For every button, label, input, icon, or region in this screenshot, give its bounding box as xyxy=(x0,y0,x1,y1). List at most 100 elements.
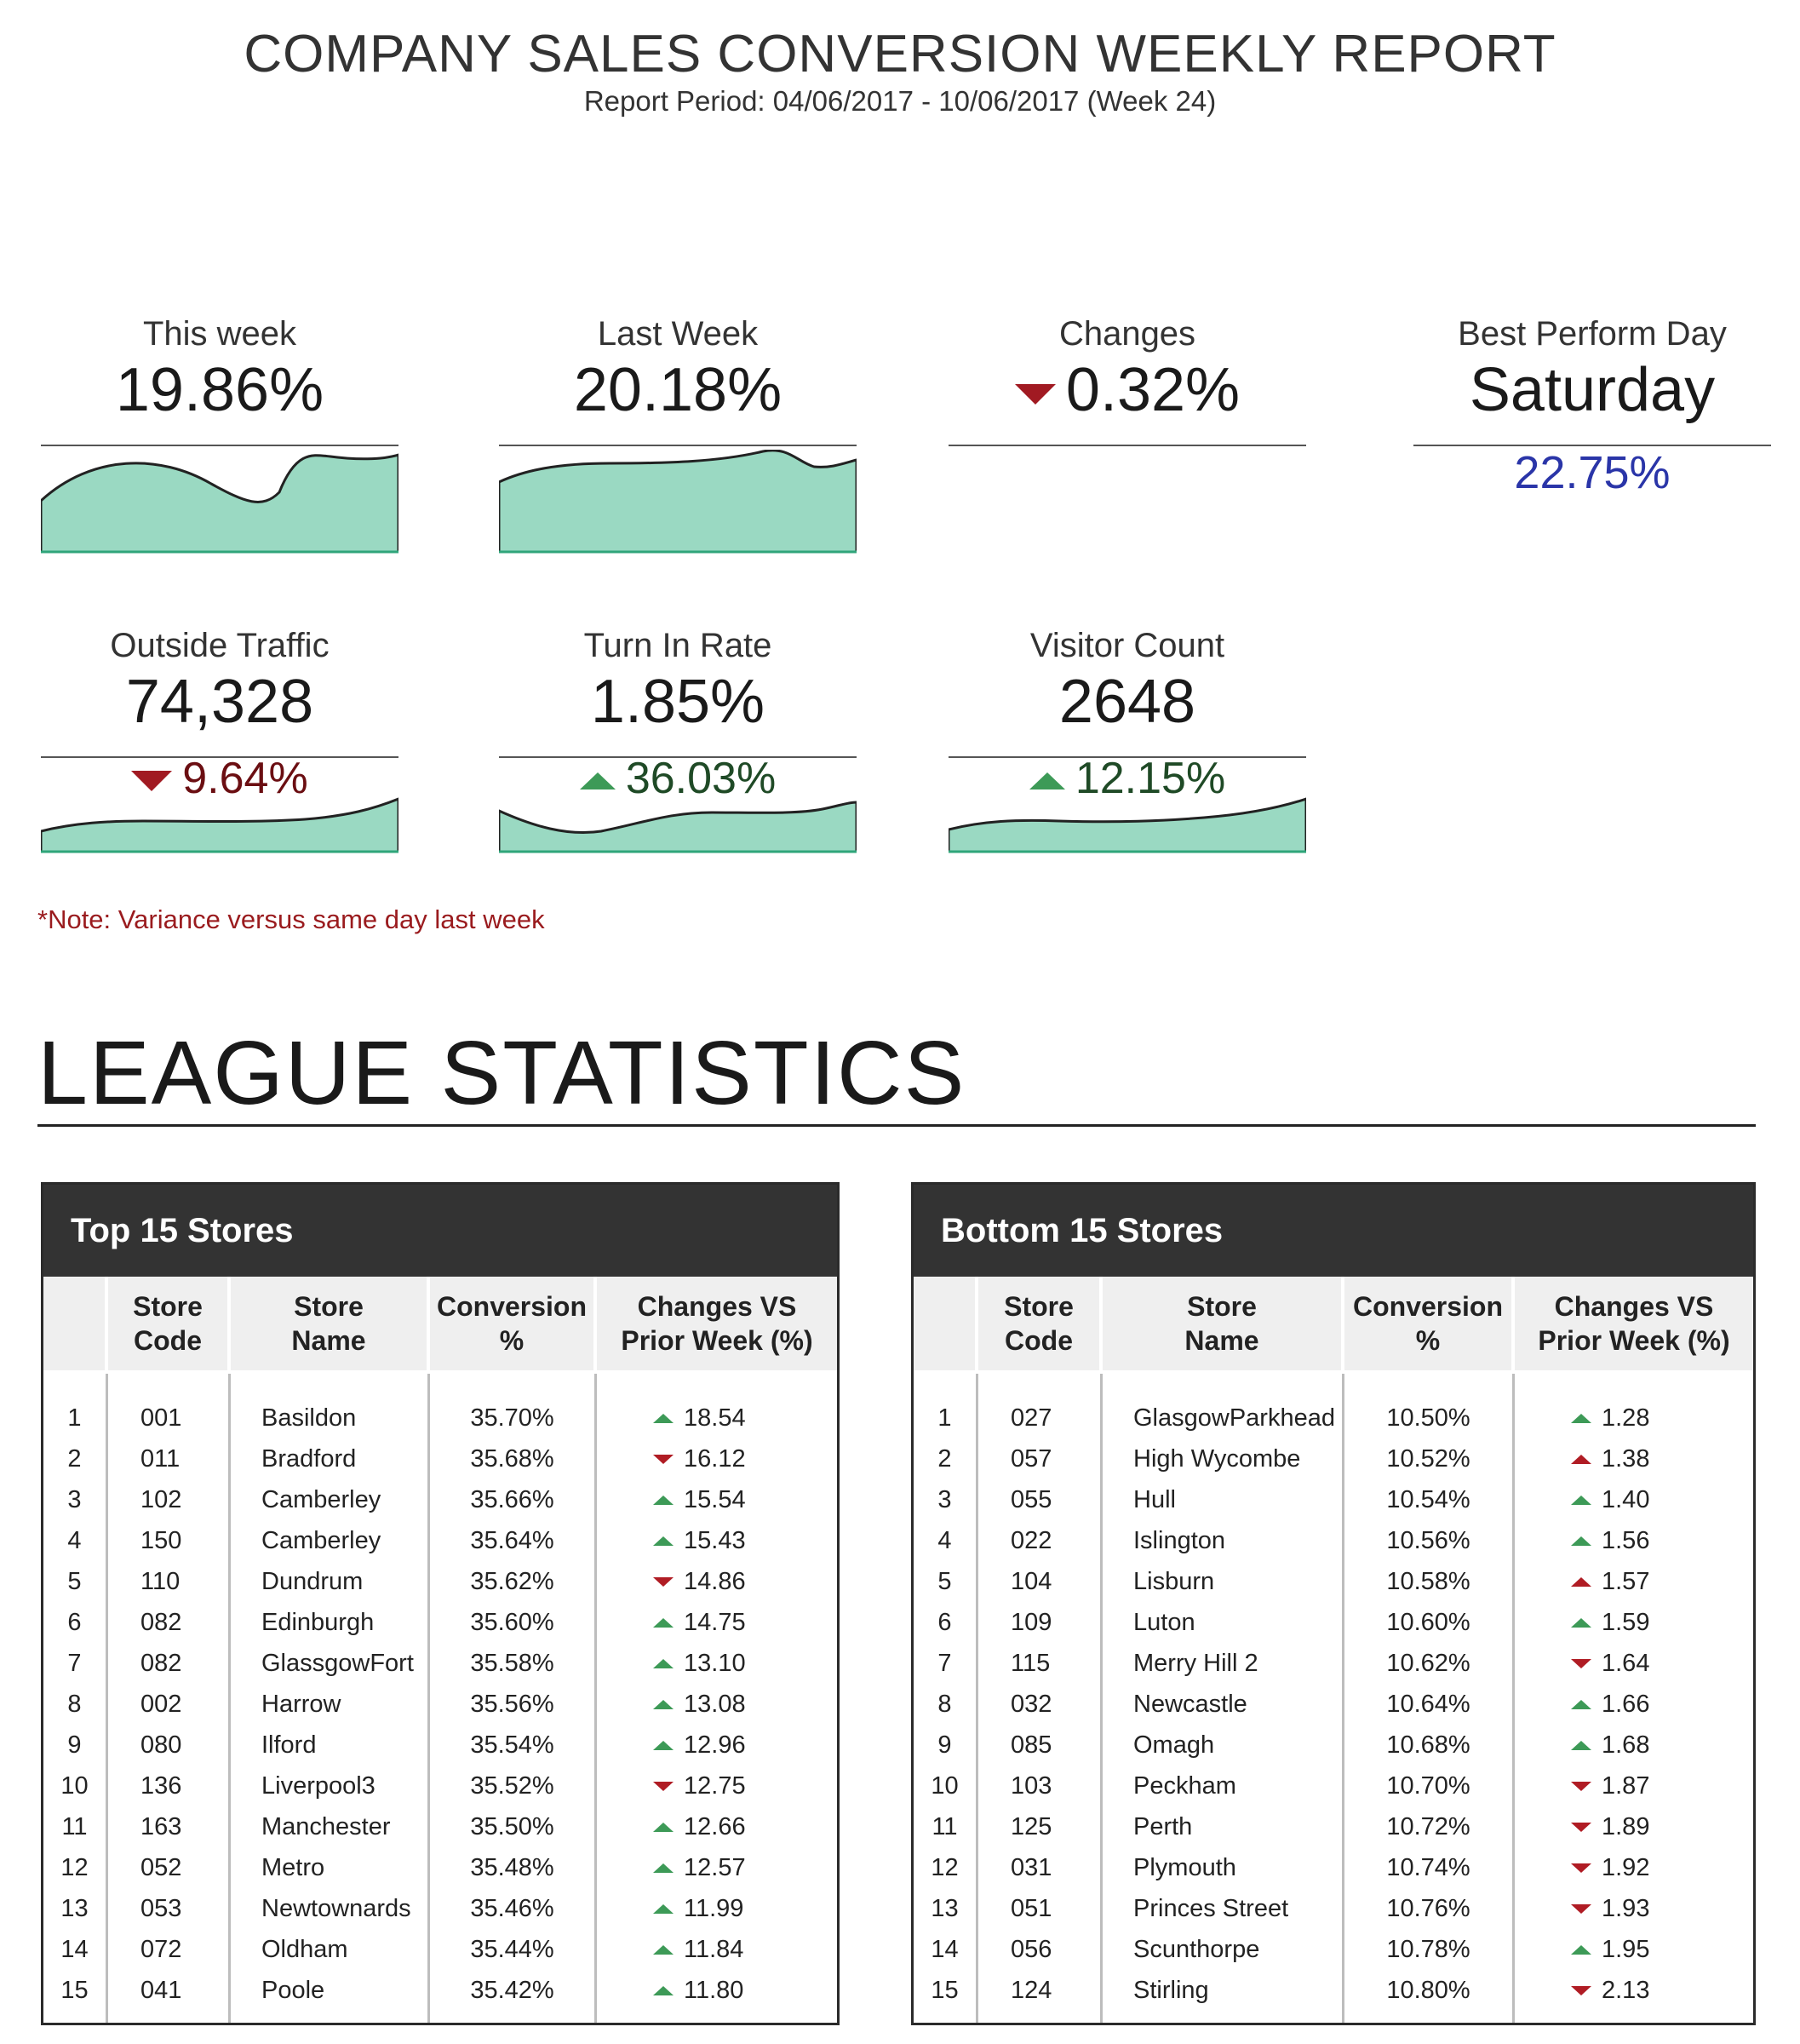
kpi-outside-traffic: Outside Traffic 74,328 9.64% xyxy=(41,625,398,853)
kpi-divider xyxy=(499,756,857,758)
change-cell: 13.08 xyxy=(597,1684,837,1725)
sparkline-turn-in-rate xyxy=(499,801,857,853)
change-value: 12.66 xyxy=(684,1812,746,1840)
change-value: 18.54 xyxy=(684,1404,746,1432)
table-row: 11 125 Perth 10.72% 1.89 xyxy=(914,1806,1753,1847)
variance-note: *Note: Variance versus same day last wee… xyxy=(37,904,545,934)
kpi-value: 0.32% xyxy=(1065,356,1241,424)
rank-cell: 11 xyxy=(43,1806,108,1847)
table-row: 5 104 Lisburn 10.58% 1.57 xyxy=(914,1561,1753,1602)
rank-cell: 5 xyxy=(43,1561,108,1602)
change-cell: 1.93 xyxy=(1515,1888,1753,1929)
store-code-cell: 002 xyxy=(108,1684,231,1725)
store-code-cell: 104 xyxy=(978,1561,1103,1602)
rank-cell: 10 xyxy=(914,1766,978,1806)
conversion-cell: 10.50% xyxy=(1344,1398,1515,1438)
store-code-cell: 022 xyxy=(978,1520,1103,1561)
rank-cell: 13 xyxy=(43,1888,108,1929)
kpi-changes: Changes 0.32% xyxy=(949,313,1306,446)
store-name-cell: Liverpool3 xyxy=(231,1766,430,1806)
change-value: 15.43 xyxy=(684,1526,746,1554)
kpi-divider xyxy=(41,756,398,758)
conversion-cell: 35.42% xyxy=(430,1970,597,2011)
change-value: 14.86 xyxy=(684,1567,746,1595)
up-arrow-icon xyxy=(579,772,616,790)
table-row: 1 001 Basildon 35.70% 18.54 xyxy=(43,1398,837,1438)
up-arrow-icon xyxy=(1029,772,1065,790)
change-cell: 1.95 xyxy=(1515,1929,1753,1970)
up-arrow-icon xyxy=(653,1700,674,1710)
rank-cell: 4 xyxy=(43,1520,108,1561)
conversion-cell: 35.52% xyxy=(430,1766,597,1806)
change-cell: 1.57 xyxy=(1515,1561,1753,1602)
table-row: 12 031 Plymouth 10.74% 1.92 xyxy=(914,1847,1753,1888)
change-cell: 1.59 xyxy=(1515,1602,1753,1643)
conversion-cell: 10.64% xyxy=(1344,1684,1515,1725)
change-value: 12.75 xyxy=(684,1771,746,1800)
change-cell: 1.38 xyxy=(1515,1438,1753,1479)
up-arrow-icon xyxy=(1571,1414,1591,1424)
kpi-divider xyxy=(499,445,857,446)
store-name-cell: Manchester xyxy=(231,1806,430,1847)
rank-cell: 7 xyxy=(914,1643,978,1684)
col-store-code: Store Code xyxy=(108,1277,231,1374)
kpi-value: 1.85% xyxy=(590,668,765,736)
conversion-cell: 35.56% xyxy=(430,1684,597,1725)
store-code-cell: 082 xyxy=(108,1643,231,1684)
variance-value: 9.64% xyxy=(182,754,308,803)
conversion-cell: 35.46% xyxy=(430,1888,597,1929)
change-value: 1.95 xyxy=(1602,1935,1650,1963)
conversion-cell: 10.70% xyxy=(1344,1766,1515,1806)
change-cell: 16.12 xyxy=(597,1438,837,1479)
up-arrow-icon xyxy=(653,1414,674,1424)
change-cell: 15.54 xyxy=(597,1479,837,1520)
store-code-cell: 115 xyxy=(978,1643,1103,1684)
variance-row: 36.03% xyxy=(499,753,857,804)
change-cell: 1.68 xyxy=(1515,1725,1753,1766)
conversion-cell: 10.72% xyxy=(1344,1806,1515,1847)
kpi-divider xyxy=(949,445,1306,446)
down-arrow-icon xyxy=(1571,1863,1591,1874)
down-arrow-icon xyxy=(653,1782,674,1792)
top-stores-body: 1 001 Basildon 35.70% 18.54 2 011 Bradford 35.68… xyxy=(43,1374,837,2023)
up-arrow-icon xyxy=(653,1741,674,1751)
change-cell: 14.86 xyxy=(597,1561,837,1602)
store-code-cell: 056 xyxy=(978,1929,1103,1970)
down-arrow-icon xyxy=(1571,1986,1591,1996)
col-conversion: Conversion% xyxy=(430,1277,597,1374)
change-cell: 13.10 xyxy=(597,1643,837,1684)
conversion-cell: 35.58% xyxy=(430,1643,597,1684)
conversion-cell: 10.58% xyxy=(1344,1561,1515,1602)
up-arrow-icon xyxy=(1571,1945,1591,1955)
store-code-cell: 051 xyxy=(978,1888,1103,1929)
kpi-value: Saturday xyxy=(1469,356,1716,424)
conversion-cell: 35.66% xyxy=(430,1479,597,1520)
conversion-cell: 35.64% xyxy=(430,1520,597,1561)
bottom-stores-table: Store Code Store Name Conversion% Changes … xyxy=(914,1277,1753,2023)
down-arrow-icon xyxy=(1571,1904,1591,1915)
change-cell: 1.64 xyxy=(1515,1643,1753,1684)
change-value: 11.80 xyxy=(684,1976,744,2004)
change-value: 1.28 xyxy=(1602,1404,1650,1432)
change-value: 1.57 xyxy=(1602,1567,1650,1595)
conversion-cell: 10.68% xyxy=(1344,1725,1515,1766)
kpi-value: 20.18% xyxy=(573,356,782,424)
store-name-cell: Dundrum xyxy=(231,1561,430,1602)
rank-cell: 3 xyxy=(914,1479,978,1520)
up-arrow-icon xyxy=(653,1536,674,1547)
league-title: LEAGUE STATISTICS xyxy=(37,1023,966,1123)
up-arrow-icon xyxy=(653,1496,674,1506)
kpi-value: 2648 xyxy=(1058,668,1196,736)
change-value: 15.54 xyxy=(684,1485,746,1513)
change-value: 1.87 xyxy=(1602,1771,1650,1800)
conversion-cell: 35.62% xyxy=(430,1561,597,1602)
rank-cell: 4 xyxy=(914,1520,978,1561)
up-arrow-icon xyxy=(1571,1577,1591,1588)
rank-cell: 5 xyxy=(914,1561,978,1602)
conversion-cell: 35.50% xyxy=(430,1806,597,1847)
rank-cell: 6 xyxy=(914,1602,978,1643)
conversion-cell: 10.76% xyxy=(1344,1888,1515,1929)
rank-cell: 9 xyxy=(43,1725,108,1766)
change-cell: 1.92 xyxy=(1515,1847,1753,1888)
table-row: 7 082 GlassgowFort 35.58% 13.10 xyxy=(43,1643,837,1684)
